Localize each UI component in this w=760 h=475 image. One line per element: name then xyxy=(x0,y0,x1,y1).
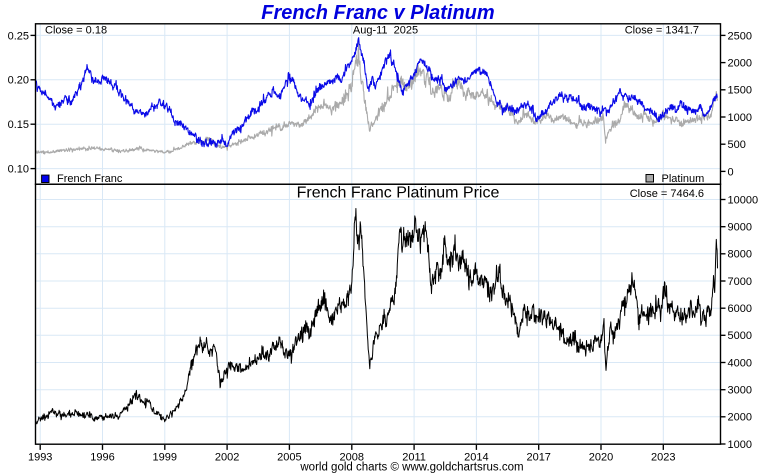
svg-text:Close = 1341.7: Close = 1341.7 xyxy=(625,24,699,36)
svg-text:2020: 2020 xyxy=(589,452,613,464)
svg-text:0.25: 0.25 xyxy=(8,30,29,42)
svg-text:2000: 2000 xyxy=(728,412,752,424)
svg-text:1999: 1999 xyxy=(153,452,177,464)
svg-text:2008: 2008 xyxy=(340,452,364,464)
svg-text:1500: 1500 xyxy=(728,85,752,97)
svg-text:Close = 0.18: Close = 0.18 xyxy=(45,24,107,36)
svg-text:Aug-11 2025: Aug-11 2025 xyxy=(353,24,418,36)
svg-text:3000: 3000 xyxy=(728,385,752,397)
svg-text:Close = 7464.6: Close = 7464.6 xyxy=(630,188,704,200)
svg-text:French Franc Platinum Price: French Franc Platinum Price xyxy=(297,185,500,202)
svg-text:500: 500 xyxy=(728,139,746,151)
svg-text:French Franc v Platinum: French Franc v Platinum xyxy=(261,2,494,24)
svg-text:world gold charts © www.goldch: world gold charts © www.goldchartsrus.co… xyxy=(299,462,523,474)
svg-text:0.20: 0.20 xyxy=(8,75,29,87)
svg-text:1993: 1993 xyxy=(28,452,52,464)
svg-text:6000: 6000 xyxy=(728,303,752,315)
svg-text:4000: 4000 xyxy=(728,357,752,369)
svg-text:7000: 7000 xyxy=(728,276,752,288)
svg-text:5000: 5000 xyxy=(728,330,752,342)
svg-text:2017: 2017 xyxy=(526,452,550,464)
svg-text:2014: 2014 xyxy=(464,452,488,464)
svg-text:9000: 9000 xyxy=(728,222,752,234)
svg-text:0.10: 0.10 xyxy=(8,164,29,176)
svg-text:2500: 2500 xyxy=(728,30,752,42)
svg-text:1996: 1996 xyxy=(90,452,114,464)
svg-text:10000: 10000 xyxy=(728,194,759,206)
svg-text:2005: 2005 xyxy=(277,452,301,464)
svg-text:8000: 8000 xyxy=(728,249,752,261)
svg-text:1000: 1000 xyxy=(728,439,752,451)
svg-text:2002: 2002 xyxy=(215,452,239,464)
svg-text:2023: 2023 xyxy=(651,452,675,464)
svg-text:2011: 2011 xyxy=(402,452,426,464)
svg-text:0.15: 0.15 xyxy=(8,119,29,131)
svg-text:2000: 2000 xyxy=(728,58,752,70)
svg-text:French Franc: French Franc xyxy=(57,173,123,185)
svg-text:0: 0 xyxy=(728,166,734,178)
svg-text:1000: 1000 xyxy=(728,112,752,124)
svg-text:Platinum: Platinum xyxy=(662,173,705,185)
